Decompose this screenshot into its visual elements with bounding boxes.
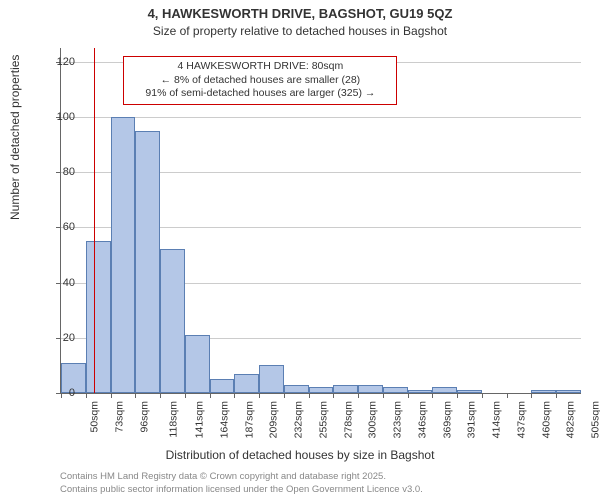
footer-attribution: Contains HM Land Registry data © Crown c… — [60, 471, 423, 496]
x-tick-label: 96sqm — [138, 401, 150, 433]
histogram-bar — [333, 385, 358, 393]
x-tick-label: 73sqm — [113, 401, 125, 433]
x-tick-mark — [135, 393, 136, 398]
y-axis-label: Number of detached properties — [8, 55, 22, 220]
footer-line-2: Contains public sector information licen… — [60, 484, 423, 496]
x-tick-mark — [432, 393, 433, 398]
histogram-bar — [457, 390, 482, 393]
y-tick-label: 0 — [45, 387, 75, 399]
histogram-bar — [383, 387, 408, 393]
chart-title: 4, HAWKESWORTH DRIVE, BAGSHOT, GU19 5QZ — [0, 6, 600, 21]
y-tick-label: 40 — [45, 277, 75, 289]
x-tick-mark — [383, 393, 384, 398]
y-tick-label: 120 — [45, 56, 75, 68]
footer-line-1: Contains HM Land Registry data © Crown c… — [60, 471, 423, 483]
x-tick-mark — [531, 393, 532, 398]
x-tick-mark — [507, 393, 508, 398]
histogram-bar — [408, 390, 433, 393]
x-tick-mark — [408, 393, 409, 398]
marker-line — [94, 48, 95, 393]
histogram-bar — [358, 385, 383, 393]
x-tick-mark — [457, 393, 458, 398]
x-tick-label: 118sqm — [168, 401, 180, 438]
histogram-bar — [185, 335, 210, 393]
callout-line: 91% of semi-detached houses are larger (… — [130, 87, 390, 101]
x-tick-mark — [333, 393, 334, 398]
y-axis-label-text: Number of detached properties — [8, 55, 22, 220]
x-tick-label: 460sqm — [540, 401, 552, 438]
x-tick-mark — [358, 393, 359, 398]
histogram-bar — [86, 241, 111, 393]
x-tick-label: 505sqm — [590, 401, 600, 438]
x-tick-label: 141sqm — [193, 401, 205, 438]
x-tick-label: 482sqm — [565, 401, 577, 438]
y-tick-label: 20 — [45, 332, 75, 344]
x-tick-mark — [284, 393, 285, 398]
x-tick-mark — [210, 393, 211, 398]
x-tick-label: 300sqm — [367, 401, 379, 438]
chart-container: 4, HAWKESWORTH DRIVE, BAGSHOT, GU19 5QZ … — [0, 0, 600, 500]
histogram-bar — [259, 365, 284, 393]
x-tick-mark — [185, 393, 186, 398]
y-tick-label: 60 — [45, 221, 75, 233]
histogram-bar — [234, 374, 259, 393]
x-tick-label: 278sqm — [342, 401, 354, 438]
x-tick-mark — [309, 393, 310, 398]
x-tick-mark — [86, 393, 87, 398]
histogram-bar — [160, 249, 185, 393]
histogram-bar — [135, 131, 160, 393]
histogram-bar — [210, 379, 235, 393]
x-tick-mark — [556, 393, 557, 398]
histogram-bar — [111, 117, 136, 393]
x-tick-label: 164sqm — [218, 401, 230, 438]
gridline — [61, 117, 581, 118]
x-tick-label: 437sqm — [515, 401, 527, 438]
x-tick-mark — [160, 393, 161, 398]
x-tick-label: 414sqm — [491, 401, 503, 438]
histogram-bar — [556, 390, 581, 393]
callout-line: 4 HAWKESWORTH DRIVE: 80sqm — [130, 60, 390, 74]
callout-line: ← 8% of detached houses are smaller (28) — [130, 74, 390, 88]
x-tick-label: 346sqm — [416, 401, 428, 438]
chart-subtitle: Size of property relative to detached ho… — [0, 24, 600, 38]
histogram-bar — [284, 385, 309, 393]
x-tick-label: 391sqm — [466, 401, 478, 438]
x-tick-label: 323sqm — [392, 401, 404, 438]
histogram-bar — [432, 387, 457, 393]
x-tick-label: 209sqm — [268, 401, 280, 438]
x-tick-label: 50sqm — [89, 401, 101, 433]
x-axis-label: Distribution of detached houses by size … — [0, 448, 600, 462]
x-tick-mark — [482, 393, 483, 398]
x-tick-label: 369sqm — [441, 401, 453, 438]
callout-box: 4 HAWKESWORTH DRIVE: 80sqm← 8% of detach… — [123, 56, 397, 105]
y-tick-label: 80 — [45, 166, 75, 178]
x-tick-label: 187sqm — [243, 401, 255, 438]
x-tick-mark — [111, 393, 112, 398]
x-tick-mark — [234, 393, 235, 398]
histogram-bar — [531, 390, 556, 393]
x-tick-label: 232sqm — [292, 401, 304, 438]
x-tick-label: 255sqm — [317, 401, 329, 438]
plot-area: 4 HAWKESWORTH DRIVE: 80sqm← 8% of detach… — [60, 48, 581, 394]
histogram-bar — [309, 387, 334, 393]
x-tick-mark — [259, 393, 260, 398]
y-tick-label: 100 — [45, 111, 75, 123]
